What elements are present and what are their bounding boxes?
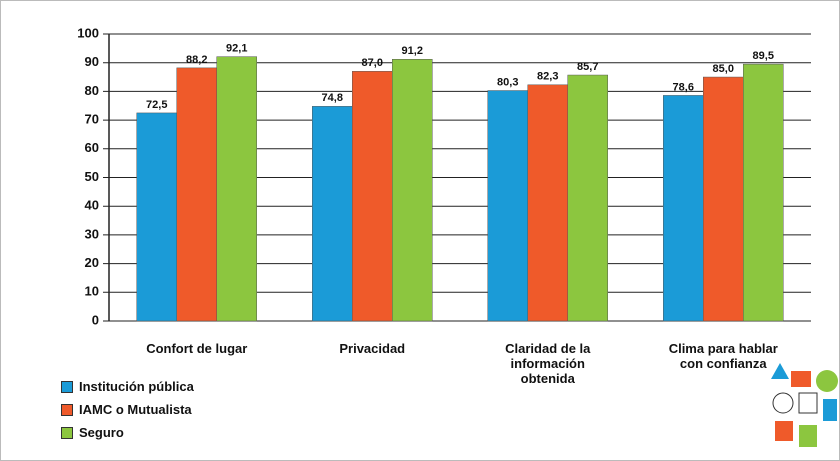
decoration (771, 363, 838, 447)
bar (663, 95, 704, 322)
legend-label: IAMC o Mutualista (79, 402, 192, 417)
value-label: 78,6 (673, 81, 694, 93)
bar (392, 59, 433, 322)
y-tick-label: 10 (85, 284, 99, 299)
y-tick-label: 20 (85, 255, 99, 270)
value-label: 82,3 (537, 71, 558, 83)
x-tick-label: Claridad de la información obtenida (505, 341, 591, 386)
y-tick-label: 0 (92, 312, 99, 327)
value-label: 85,0 (713, 63, 734, 75)
bar (136, 112, 177, 322)
y-tick-label: 40 (85, 198, 99, 213)
value-label: 74,8 (322, 92, 343, 104)
x-tick-label: Clima para hablar con confianza (668, 341, 778, 371)
x-tick-label: Confort de lugar (146, 341, 248, 356)
legend-entry: Institución pública (61, 379, 194, 394)
value-label: 92,1 (226, 43, 247, 55)
legend-swatch (61, 426, 73, 439)
bar (527, 84, 568, 322)
value-label: 89,5 (753, 50, 774, 62)
legend-swatch (61, 403, 73, 416)
bar (176, 67, 217, 322)
legend-swatch (61, 380, 73, 393)
y-tick-label: 90 (85, 54, 99, 69)
value-label: 72,5 (146, 99, 167, 111)
value-label: 80,3 (497, 76, 518, 88)
y-tick-label: 100 (77, 25, 99, 40)
legend-entry: Seguro (61, 425, 124, 440)
bar (703, 76, 744, 322)
y-tick-label: 30 (85, 226, 99, 241)
legend-label: Institución pública (79, 379, 194, 394)
value-label: 91,2 (402, 45, 423, 57)
value-label: 87,0 (362, 57, 383, 69)
y-tick-label: 80 (85, 83, 99, 98)
bar (567, 74, 608, 322)
legend-entry: IAMC o Mutualista (61, 402, 192, 417)
value-label: 88,2 (186, 54, 207, 66)
bar (743, 63, 784, 322)
bar (312, 106, 353, 322)
y-tick-label: 70 (85, 112, 99, 127)
bar (216, 56, 257, 322)
value-label: 85,7 (577, 61, 598, 73)
bar (352, 71, 393, 322)
x-tick-label: Privacidad (339, 341, 406, 356)
y-tick-label: 50 (85, 169, 99, 184)
y-tick-label: 60 (85, 140, 99, 155)
bar (487, 90, 528, 322)
legend-label: Seguro (79, 425, 124, 440)
